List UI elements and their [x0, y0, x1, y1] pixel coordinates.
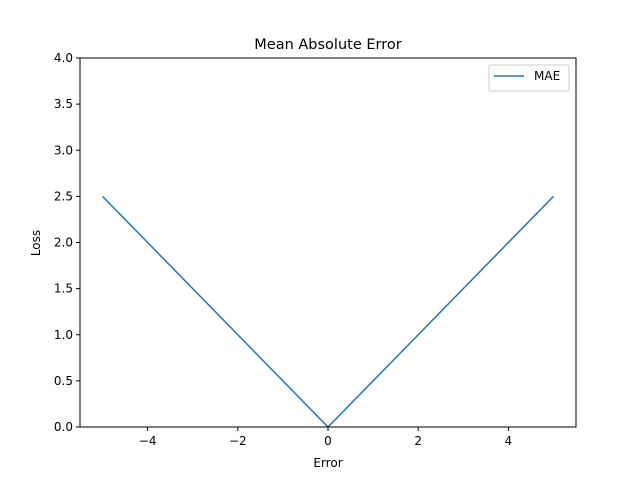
y-tick-label: 2.0	[54, 236, 73, 250]
chart-title: Mean Absolute Error	[254, 37, 401, 53]
x-tick-label: 0	[324, 434, 332, 448]
axes-border	[79, 57, 577, 428]
x-tick-label: −4	[139, 434, 157, 448]
x-axis-label: Error	[313, 456, 342, 470]
plot-background	[80, 58, 576, 427]
y-tick-label: 1.5	[54, 282, 73, 296]
y-tick-label: 0.0	[54, 420, 73, 434]
y-tick-label: 3.5	[54, 97, 73, 111]
y-axis-label: Loss	[29, 230, 43, 256]
y-tick-label: 1.0	[54, 328, 73, 342]
legend-box	[488, 64, 570, 92]
y-tick-label: 3.0	[54, 143, 73, 157]
x-tick-label: 4	[505, 434, 513, 448]
axis-ticks: −4 −2 0 2 4 0.0 0.5 1.0 1.5 2.0 2.5 3.0 3.5 4.0	[54, 51, 512, 448]
y-tick-label: 2.5	[54, 189, 73, 203]
y-tick-label: 4.0	[54, 51, 73, 65]
axes-frame	[79, 57, 577, 428]
plot-area	[80, 58, 576, 427]
legend: MAE	[488, 64, 570, 92]
y-tick-label: 0.5	[54, 374, 73, 388]
x-tick-label: 2	[414, 434, 422, 448]
legend-label-mae: MAE	[534, 69, 560, 83]
x-tick-label: −2	[229, 434, 247, 448]
